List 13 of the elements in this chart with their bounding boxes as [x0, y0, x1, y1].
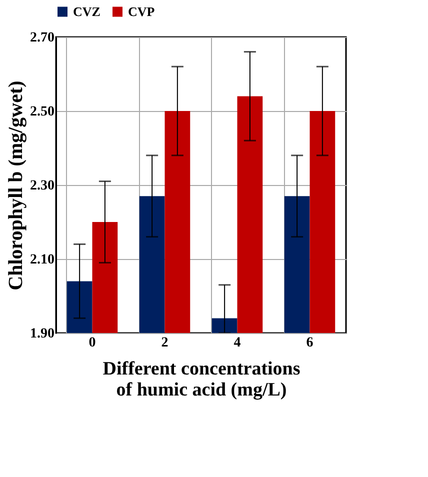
legend-label: CVZ: [73, 4, 101, 19]
x-tick-label: 6: [306, 336, 314, 350]
x-tick-label: 4: [234, 336, 241, 350]
y-tick-label: 2.10: [30, 252, 54, 268]
x-tick-label: 2: [161, 336, 168, 350]
y-tick-label: 2.50: [30, 104, 54, 120]
y-tick-label: 2.70: [30, 30, 54, 46]
x-axis-title: Different concentrations of humic acid (mg/L): [102, 358, 300, 400]
y-tick-label: 1.90: [30, 326, 54, 342]
y-tick-label: 2.30: [30, 178, 54, 194]
x-tick-label: 0: [88, 336, 96, 350]
y-axis-title: Chlorophyll b (mg/gwet): [5, 80, 27, 290]
legend-label: CVP: [128, 4, 155, 19]
